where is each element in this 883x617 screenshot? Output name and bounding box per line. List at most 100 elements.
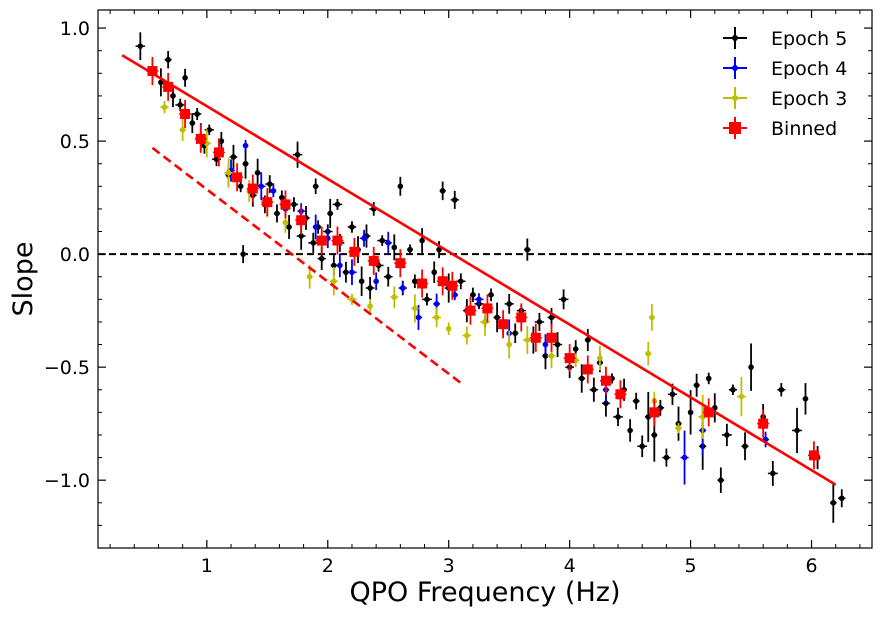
binned-point [180,108,191,119]
y-tick-label: −0.5 [44,357,90,379]
epoch5-point [158,79,164,86]
binned-point [368,255,379,266]
epoch5-point [778,386,785,393]
epoch5-point [794,427,800,434]
epoch5-point [431,269,438,276]
x-tick-label: 2 [322,555,334,577]
epoch5-point [318,255,325,262]
epoch4-point [349,269,355,276]
epoch5-point [494,314,500,321]
epoch5-point [165,56,171,63]
epoch4-point [312,224,319,230]
epoch5-point [177,102,184,108]
epoch3-point [445,325,452,332]
epoch3-point [433,314,440,321]
epoch5-point [170,93,176,99]
epoch5-point [334,201,341,208]
epoch5-point [424,296,430,303]
epoch3-point [367,303,373,309]
epoch5-point [194,111,200,117]
epoch3-point [548,353,555,359]
epoch5-point [591,386,597,393]
legend-label-binned: Binned [771,118,837,140]
epoch5-point [266,181,273,187]
epoch5-point [693,382,700,389]
epoch5-point [470,292,476,298]
binned-point [163,81,174,92]
epoch3-point [225,169,232,176]
epoch5-point [240,251,246,257]
epoch5-point [458,278,464,285]
epoch5-point [663,454,670,461]
epoch5-points [135,32,846,523]
epoch4-point [258,183,265,190]
epoch5-point [572,346,579,352]
binned-point [808,450,819,461]
epoch4-point [361,235,367,242]
epoch5-point [506,301,512,307]
epoch5-point [379,237,386,244]
epoch5-point [512,330,519,337]
epoch3-point [161,104,168,111]
epoch4-point [399,285,406,291]
x-tick-label: 6 [805,555,817,577]
epoch5-point [524,246,531,253]
epoch5-point [391,244,398,251]
epoch5-point [615,414,621,420]
epoch4-point [415,314,422,321]
epoch5-point [584,337,591,343]
epoch5-point [669,391,676,398]
epoch3-point [524,337,531,343]
binned-point [195,133,206,144]
epoch5-point [331,262,337,269]
epoch4-point [385,240,392,246]
binned-point [516,312,527,323]
epoch5-point [748,364,754,370]
epoch5-point [343,269,349,276]
epoch4-point [433,301,440,307]
legend-marker-dot [732,95,738,101]
y-tick-label: 0.0 [60,244,90,266]
epoch5-point [419,237,425,244]
binned-point [465,305,476,316]
epoch5-point [718,477,724,483]
epoch5-point [536,319,543,325]
epoch5-point [294,151,301,158]
legend-label-epoch3: Epoch 3 [771,88,847,110]
binned-point [703,407,714,418]
epoch3-point [482,319,488,325]
epoch5-point [488,292,494,298]
dashed-fit-line [151,146,462,385]
legend-marker-square [729,122,741,134]
epoch5-point [182,75,188,81]
epoch3-points [160,100,746,439]
solid-fit-line [121,54,837,486]
epoch4-point [337,262,343,269]
epoch5-point [237,183,244,190]
legend-marker-dot [732,35,738,41]
binned-point [546,332,557,343]
epoch4-point [242,142,249,149]
epoch5-point [724,432,730,438]
epoch3-point [597,355,603,361]
binned-points [146,57,820,470]
epoch3-point [282,219,289,226]
epoch3-point [649,314,655,321]
epoch5-point [358,278,365,285]
epoch4-point [681,454,688,461]
binned-point [600,375,611,386]
epoch3-point [645,350,652,357]
binned-point [349,246,360,257]
epoch5-point [542,353,549,359]
epoch5-point [298,233,304,239]
epoch3-point [391,294,398,300]
x-tick-label: 3 [443,555,455,577]
binned-point [316,235,327,246]
epoch3-point [738,393,745,400]
binned-point [530,332,541,343]
binned-point [615,389,626,400]
epoch5-point [242,160,249,167]
binned-point [582,364,593,375]
legend-label-epoch4: Epoch 4 [771,58,847,80]
binned-point [482,303,493,314]
